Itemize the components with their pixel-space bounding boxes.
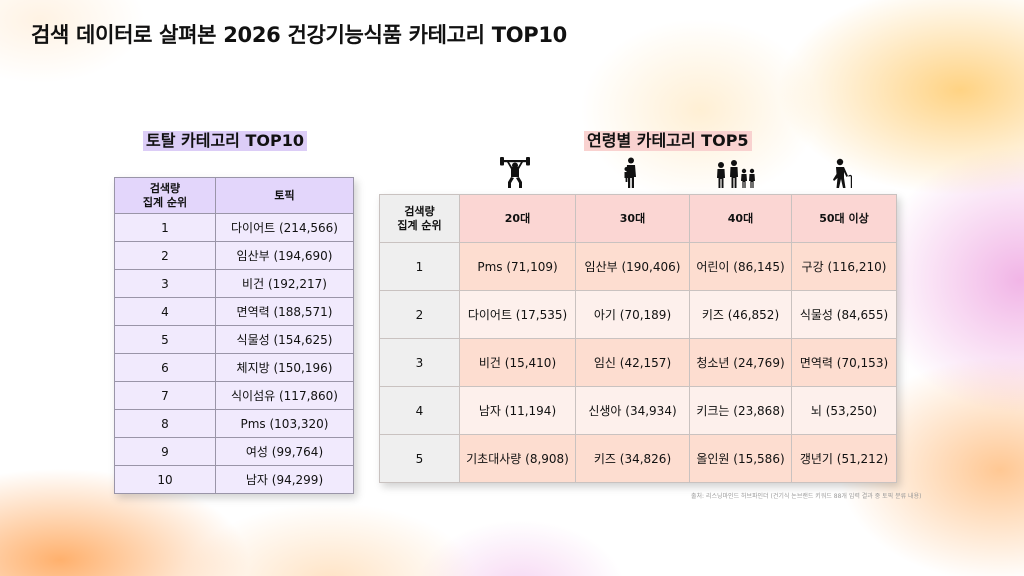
table-row: 2 다이어트 (17,535) 아기 (70,189) 키즈 (46,852) … [379,290,897,339]
topic-cell: 식물성 (154,625) [215,325,354,354]
total-category-table: 검색량 집계 순위 토픽 1 다이어트 (214,566) 2 임산부 (194,69… [114,177,354,494]
rank-cell: 6 [114,353,216,382]
topic-cell: 여성 (99,764) [215,437,354,466]
table-row: 5 식물성 (154,625) [114,325,354,354]
rank-cell: 3 [114,269,216,298]
topic-cell: 임신 (42,157) [575,338,690,387]
age-40s-header: 40대 [689,194,792,243]
table-row: 9 여성 (99,764) [114,437,354,466]
table-row: 1 Pms (71,109) 임산부 (190,406) 어린이 (86,145… [379,242,897,291]
rank-cell: 2 [114,241,216,270]
topic-cell: 키크는 (23,868) [689,386,792,435]
topic-cell: Pms (71,109) [459,242,576,291]
table-row: 10 남자 (94,299) [114,465,354,494]
table-row: 4 면역력 (188,571) [114,297,354,326]
topic-cell: 갱년기 (51,212) [791,434,897,483]
table-row: 4 남자 (11,194) 신생아 (34,934) 키크는 (23,868) … [379,386,897,435]
topic-cell: 아기 (70,189) [575,290,690,339]
table-row: 5 기초대사량 (8,908) 키즈 (34,826) 올인원 (15,586)… [379,434,897,483]
topic-cell: 구강 (116,210) [791,242,897,291]
topic-cell: 어린이 (86,145) [689,242,792,291]
table-row: 1 다이어트 (214,566) [114,213,354,242]
age-50s-plus-header: 50대 이상 [791,194,897,243]
rank-cell: 1 [379,242,460,291]
topic-cell: 임산부 (190,406) [575,242,690,291]
parent-with-child-icon [624,157,636,188]
topic-cell: Pms (103,320) [215,409,354,438]
table-row: 3 비건 (15,410) 임신 (42,157) 청소년 (24,769) 면… [379,338,897,387]
topic-cell: 키즈 (46,852) [689,290,792,339]
topic-column-header: 토픽 [215,177,354,214]
rank-cell: 5 [114,325,216,354]
topic-cell: 신생아 (34,934) [575,386,690,435]
family-icon [717,160,755,188]
rank-column-header: 검색량 집계 순위 [114,177,216,214]
topic-cell: 키즈 (34,826) [575,434,690,483]
topic-cell: 청소년 (24,769) [689,338,792,387]
topic-cell: 임산부 (194,690) [215,241,354,270]
topic-cell: 식물성 (84,655) [791,290,897,339]
rank-cell: 7 [114,381,216,410]
table-row: 8 Pms (103,320) [114,409,354,438]
topic-cell: 다이어트 (17,535) [459,290,576,339]
rank-cell: 5 [379,434,460,483]
rank-cell: 4 [379,386,460,435]
total-table-header-row: 검색량 집계 순위 토픽 [114,177,354,214]
rank-cell: 9 [114,437,216,466]
age-30s-header: 30대 [575,194,690,243]
rank-cell: 10 [114,465,216,494]
topic-cell: 비건 (192,217) [215,269,354,298]
rank-cell: 2 [379,290,460,339]
total-table-title: 토탈 카테고리 TOP10 [143,131,307,151]
rank-cell: 4 [114,297,216,326]
age-20s-header: 20대 [459,194,576,243]
table-row: 7 식이섬유 (117,860) [114,381,354,410]
rank-cell: 3 [379,338,460,387]
topic-cell: 남자 (11,194) [459,386,576,435]
table-row: 2 임산부 (194,690) [114,241,354,270]
elderly-with-cane-icon [833,158,852,188]
rank-cell: 8 [114,409,216,438]
topic-cell: 체지방 (150,196) [215,353,354,382]
age-table-title: 연령별 카테고리 TOP5 [584,131,752,151]
topic-cell: 기초대사량 (8,908) [459,434,576,483]
topic-cell: 뇌 (53,250) [791,386,897,435]
topic-cell: 면역력 (188,571) [215,297,354,326]
topic-cell: 식이섬유 (117,860) [215,381,354,410]
topic-cell: 남자 (94,299) [215,465,354,494]
topic-cell: 비건 (15,410) [459,338,576,387]
source-note: 출처: 리스닝마인드 허브파인더 (건기식 논브랜드 키워드 88개 입력 결과… [691,493,922,500]
weightlifter-icon [500,157,530,188]
topic-cell: 올인원 (15,586) [689,434,792,483]
table-row: 6 체지방 (150,196) [114,353,354,382]
age-category-table: 검색량 집계 순위 20대 30대 40대 50대 이상 1 Pms (71,10… [379,194,897,483]
age-table-header-row: 검색량 집계 순위 20대 30대 40대 50대 이상 [379,194,897,243]
page-title: 검색 데이터로 살펴본 2026 건강기능식품 카테고리 TOP10 [31,23,567,47]
rank-cell: 1 [114,213,216,242]
table-row: 3 비건 (192,217) [114,269,354,298]
topic-cell: 다이어트 (214,566) [215,213,354,242]
rank-column-header: 검색량 집계 순위 [379,194,460,243]
topic-cell: 면역력 (70,153) [791,338,897,387]
